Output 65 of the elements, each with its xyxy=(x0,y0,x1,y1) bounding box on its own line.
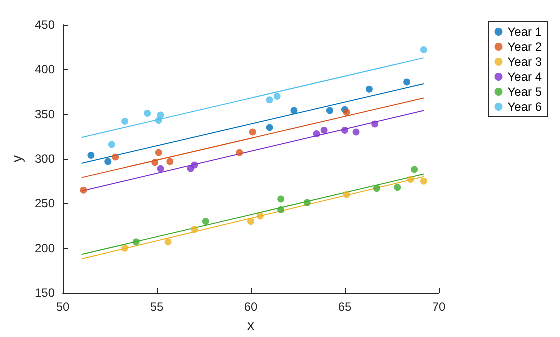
point xyxy=(88,152,95,159)
y-axis-title: y xyxy=(9,156,26,163)
point xyxy=(144,110,152,117)
point xyxy=(266,124,274,132)
point xyxy=(236,149,244,156)
point xyxy=(248,218,254,226)
point xyxy=(343,109,350,116)
point xyxy=(164,238,172,246)
x-tick-label: 50 xyxy=(56,300,70,314)
y-tick-label: 200 xyxy=(34,241,56,256)
legend-label: Year 4 xyxy=(508,70,542,84)
point xyxy=(132,238,140,246)
point xyxy=(112,154,120,161)
x-tick-label: 65 xyxy=(338,300,352,314)
point xyxy=(320,126,328,134)
point xyxy=(191,226,198,234)
y-tick-label: 250 xyxy=(34,196,56,211)
point xyxy=(313,130,320,138)
point xyxy=(155,149,162,156)
point xyxy=(404,78,411,86)
point xyxy=(152,159,159,166)
point xyxy=(290,107,298,114)
point xyxy=(80,186,88,194)
point xyxy=(304,199,311,206)
point xyxy=(326,107,334,114)
point xyxy=(157,165,164,172)
y-tick-label: 400 xyxy=(34,62,56,77)
point xyxy=(366,86,373,93)
point xyxy=(373,185,380,192)
point xyxy=(274,92,281,100)
point xyxy=(420,178,428,185)
x-axis-title: x xyxy=(248,317,254,333)
point xyxy=(166,158,174,166)
point xyxy=(256,212,264,220)
legend-label: Year 1 xyxy=(508,25,542,39)
x-tick-label: 70 xyxy=(432,300,446,314)
point xyxy=(278,206,285,214)
point xyxy=(343,191,350,198)
legend-label: Year 5 xyxy=(508,85,542,99)
y-tick-label: 150 xyxy=(34,286,56,300)
point xyxy=(108,141,116,148)
point xyxy=(372,120,379,128)
point xyxy=(352,128,360,136)
point xyxy=(157,112,164,119)
point xyxy=(420,46,428,54)
point xyxy=(278,196,285,203)
legend-label: Year 2 xyxy=(508,40,542,54)
y-tick-label: 450 xyxy=(34,18,56,32)
point xyxy=(342,126,348,134)
legend-label: Year 6 xyxy=(508,100,542,114)
point xyxy=(394,184,402,192)
point xyxy=(122,244,129,252)
y-tick-label: 350 xyxy=(34,107,56,122)
x-tick-label: 60 xyxy=(244,300,258,314)
point xyxy=(122,118,129,126)
point xyxy=(411,166,418,174)
point xyxy=(266,96,274,104)
point xyxy=(202,218,210,226)
x-tick-label: 55 xyxy=(150,300,164,314)
legend-label: Year 3 xyxy=(508,55,542,69)
point xyxy=(104,158,112,166)
point xyxy=(249,128,256,136)
y-tick-label: 300 xyxy=(34,152,56,166)
point xyxy=(191,162,198,169)
point xyxy=(407,176,414,184)
